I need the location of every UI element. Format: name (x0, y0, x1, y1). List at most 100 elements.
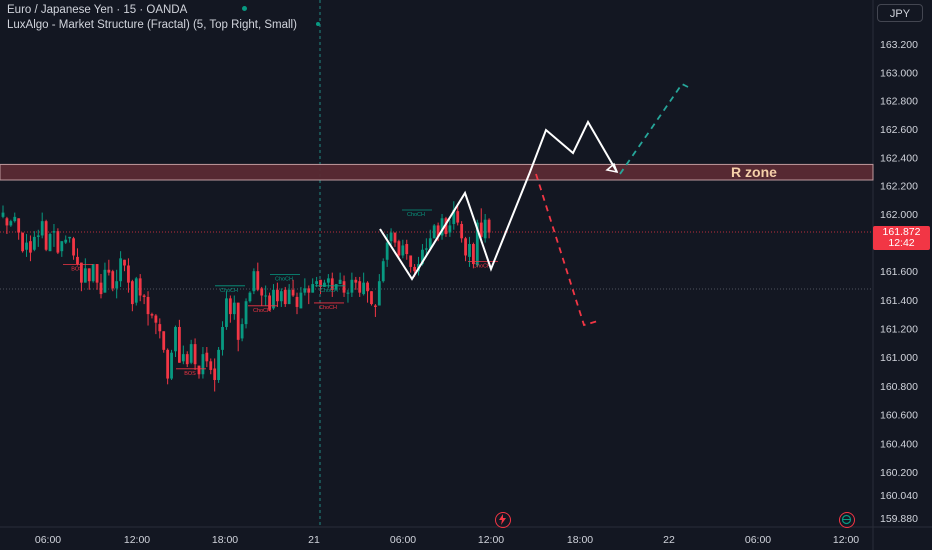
candle (354, 279, 358, 283)
candle (91, 264, 95, 282)
currency-button[interactable]: JPY (877, 4, 923, 22)
candle (268, 295, 271, 310)
candle (64, 239, 68, 243)
x-tick-label: 06:00 (35, 534, 61, 546)
structure-label: ChoCH (319, 305, 337, 311)
candle (393, 232, 397, 243)
candle (146, 296, 150, 315)
candle (25, 242, 28, 250)
structure-label: ChoCH (220, 288, 238, 294)
candle (428, 238, 432, 249)
y-tick-label: 160.400 (880, 438, 918, 450)
candle (475, 222, 479, 266)
candle (413, 266, 416, 272)
candle (32, 236, 36, 250)
candle (323, 282, 326, 287)
bar-countdown: 12:42 (888, 237, 915, 249)
resistance-zone-label: R zone (731, 164, 777, 180)
candle (232, 302, 236, 315)
candle (295, 296, 299, 307)
x-tick-label: 22 (663, 534, 675, 546)
x-tick-label: 21 (308, 534, 320, 546)
globe-icon[interactable] (839, 512, 855, 528)
candle (205, 352, 209, 362)
candle (111, 271, 115, 289)
candle (326, 278, 330, 283)
candle (468, 244, 471, 257)
candle (303, 288, 307, 293)
candle (287, 289, 291, 305)
candle (366, 282, 369, 292)
candle (409, 255, 413, 267)
candle (279, 291, 283, 302)
candle (130, 281, 134, 305)
candle (464, 238, 467, 256)
candle (483, 219, 487, 239)
y-tick-label: 161.000 (880, 352, 918, 364)
candle (432, 225, 436, 239)
candle (248, 292, 252, 302)
flash-icon[interactable] (495, 512, 511, 528)
candle (189, 344, 193, 363)
candle (103, 269, 107, 293)
candle (444, 218, 448, 235)
x-tick-label: 12:00 (124, 534, 150, 546)
candle (334, 284, 338, 290)
candle (401, 245, 405, 256)
candle (83, 268, 87, 283)
candle (21, 232, 24, 252)
market-open-dot (242, 6, 247, 11)
candle (436, 225, 440, 237)
y-tick-label: 161.200 (880, 323, 918, 335)
candle (107, 269, 111, 273)
candle (342, 281, 346, 293)
candle (99, 282, 103, 295)
candle (40, 221, 44, 236)
candle (456, 211, 460, 223)
candle (244, 301, 248, 325)
candle (154, 315, 158, 323)
x-tick-label: 06:00 (390, 534, 416, 546)
candle (381, 261, 385, 282)
structure-label: ChoCH (320, 288, 338, 294)
y-tick-label: 159.880 (880, 513, 918, 525)
candle (240, 324, 244, 339)
resistance-zone (0, 163, 874, 181)
candle (68, 236, 72, 239)
candle (60, 241, 64, 252)
structure-label: ChoCH (473, 263, 491, 269)
candle (350, 279, 354, 293)
candle (319, 279, 322, 287)
candle (134, 278, 138, 303)
candle (228, 298, 232, 315)
candle (158, 324, 162, 332)
candle (197, 365, 201, 375)
candle (487, 219, 491, 233)
candle (217, 349, 220, 380)
structure-label: BOS (184, 371, 196, 377)
candle (119, 258, 122, 282)
candle (9, 221, 13, 226)
candle (283, 289, 287, 305)
candle (44, 221, 48, 250)
candle (17, 218, 21, 233)
candle (272, 289, 275, 309)
indicator-legend[interactable]: LuxAlgo - Market Structure (Fractal) (5,… (7, 19, 297, 31)
candle (56, 231, 60, 253)
y-tick-label: 160.600 (880, 410, 918, 422)
candle (127, 265, 130, 283)
candle (472, 244, 475, 265)
candle (185, 354, 189, 365)
x-tick-label: 12:00 (833, 534, 859, 546)
candle (150, 314, 154, 316)
y-tick-label: 162.000 (880, 209, 918, 221)
candle (138, 278, 142, 296)
structure-label: ChoCH (275, 276, 293, 282)
candle (299, 292, 303, 309)
candle (385, 242, 389, 260)
x-tick-label: 18:00 (212, 534, 238, 546)
structure-label: BOS (71, 266, 83, 272)
candle (252, 271, 256, 292)
